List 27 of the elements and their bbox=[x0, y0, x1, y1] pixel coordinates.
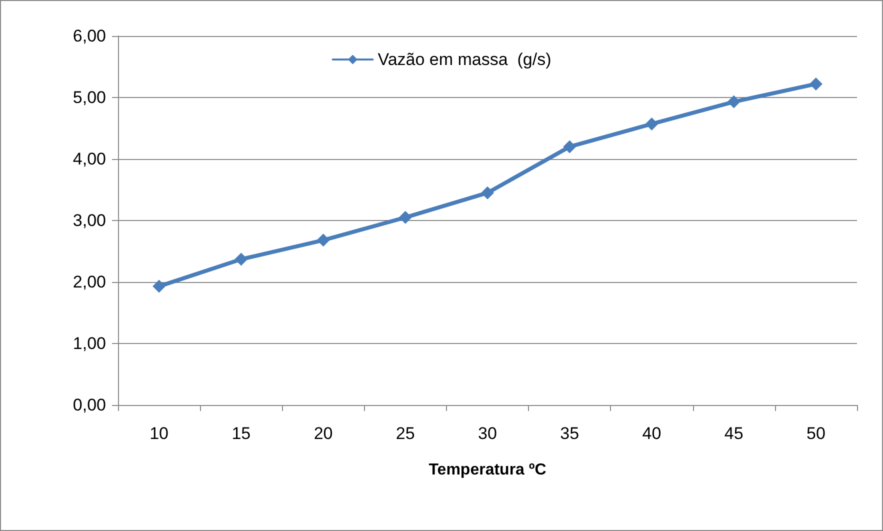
y-tick-label: 0,00 bbox=[72, 396, 106, 414]
point bbox=[316, 234, 330, 247]
y-tick-label: 2,00 bbox=[72, 272, 106, 292]
x-tick-label: 15 bbox=[232, 424, 251, 443]
point bbox=[727, 95, 740, 108]
x-tick-label: 40 bbox=[642, 424, 662, 443]
point bbox=[398, 210, 412, 224]
x-axis-title: Temperatura ºC bbox=[428, 462, 547, 478]
y-tick-label: 1,00 bbox=[72, 334, 106, 353]
y-tick-label: 4,00 bbox=[72, 150, 106, 168]
legend-label: Vazão em massa (g/s) bbox=[378, 50, 552, 69]
point bbox=[563, 140, 576, 154]
y-tick-label: 5,00 bbox=[72, 88, 106, 107]
x-tick-label: 45 bbox=[724, 424, 744, 443]
x-tick-label: 30 bbox=[478, 424, 497, 443]
x-tick-label: 10 bbox=[150, 424, 169, 443]
x-tick-label: 25 bbox=[396, 424, 415, 443]
y-tick-label: 3,00 bbox=[72, 211, 106, 230]
point bbox=[234, 252, 248, 266]
x-tick-label: 35 bbox=[560, 424, 580, 443]
x-tick-label: 50 bbox=[806, 424, 826, 443]
point bbox=[645, 117, 658, 130]
point bbox=[152, 280, 166, 293]
y-tick-label: 6,00 bbox=[72, 26, 106, 46]
point bbox=[481, 186, 494, 200]
point bbox=[809, 77, 822, 90]
x-tick-label: 20 bbox=[314, 424, 333, 443]
